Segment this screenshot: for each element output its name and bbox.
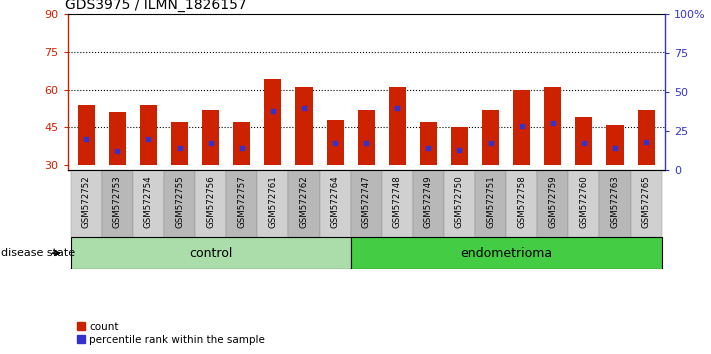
Bar xyxy=(77,104,95,165)
Text: GSM572749: GSM572749 xyxy=(424,175,433,228)
Text: GSM572757: GSM572757 xyxy=(237,175,246,228)
Bar xyxy=(599,170,631,237)
Bar xyxy=(451,127,468,165)
Text: GSM572765: GSM572765 xyxy=(641,175,651,228)
Bar xyxy=(202,110,219,165)
Bar xyxy=(475,170,506,237)
Text: GSM572760: GSM572760 xyxy=(579,175,589,228)
Bar xyxy=(351,170,382,237)
Bar xyxy=(631,170,662,237)
Bar xyxy=(419,122,437,165)
Bar xyxy=(164,170,195,237)
Bar xyxy=(568,170,599,237)
Bar xyxy=(482,110,499,165)
Text: GSM572747: GSM572747 xyxy=(362,175,370,228)
Bar xyxy=(513,90,530,165)
Text: GSM572761: GSM572761 xyxy=(268,175,277,228)
Text: GSM572756: GSM572756 xyxy=(206,175,215,228)
Bar xyxy=(233,122,250,165)
Bar xyxy=(264,80,282,165)
Text: GSM572750: GSM572750 xyxy=(455,175,464,228)
Text: endometrioma: endometrioma xyxy=(460,247,552,259)
Bar xyxy=(358,110,375,165)
Bar xyxy=(413,170,444,237)
Bar xyxy=(638,110,655,165)
Bar xyxy=(444,170,475,237)
Bar xyxy=(538,170,568,237)
Bar xyxy=(382,170,413,237)
Bar xyxy=(506,170,538,237)
Text: GDS3975 / ILMN_1826157: GDS3975 / ILMN_1826157 xyxy=(65,0,246,12)
Bar xyxy=(351,237,662,269)
Bar xyxy=(289,170,319,237)
Bar xyxy=(140,104,157,165)
Text: GSM572751: GSM572751 xyxy=(486,175,495,228)
Text: GSM572753: GSM572753 xyxy=(113,175,122,228)
Bar xyxy=(326,120,343,165)
Text: GSM572758: GSM572758 xyxy=(517,175,526,228)
Text: GSM572764: GSM572764 xyxy=(331,175,340,228)
Bar xyxy=(226,170,257,237)
Text: GSM572748: GSM572748 xyxy=(392,175,402,228)
Bar xyxy=(133,170,164,237)
Bar xyxy=(102,170,133,237)
Bar xyxy=(70,237,351,269)
Bar xyxy=(195,170,226,237)
Bar xyxy=(295,87,313,165)
Text: GSM572755: GSM572755 xyxy=(175,175,184,228)
Text: GSM572752: GSM572752 xyxy=(82,175,91,228)
Text: GSM572759: GSM572759 xyxy=(548,175,557,228)
Bar xyxy=(606,125,624,165)
Text: GSM572754: GSM572754 xyxy=(144,175,153,228)
Text: GSM572763: GSM572763 xyxy=(611,175,619,228)
Bar xyxy=(575,117,592,165)
Bar xyxy=(70,170,102,237)
Bar xyxy=(319,170,351,237)
Bar xyxy=(544,87,562,165)
Legend: count, percentile rank within the sample: count, percentile rank within the sample xyxy=(73,317,269,349)
Bar xyxy=(109,112,126,165)
Text: disease state: disease state xyxy=(1,248,75,258)
Bar xyxy=(257,170,289,237)
Bar xyxy=(389,87,406,165)
Bar xyxy=(171,122,188,165)
Text: control: control xyxy=(189,247,232,259)
Text: GSM572762: GSM572762 xyxy=(299,175,309,228)
